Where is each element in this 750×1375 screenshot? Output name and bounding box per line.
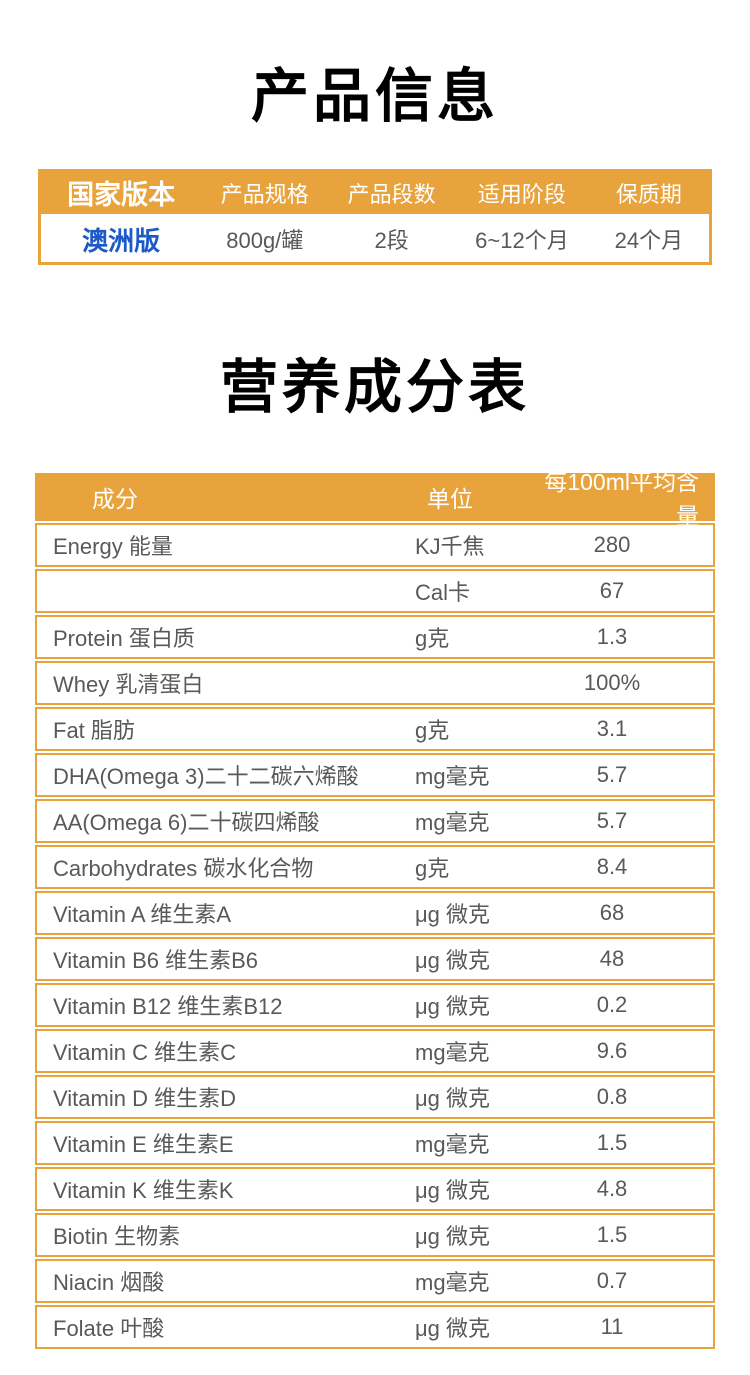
nutrition-value-cell: 0.7 <box>596 1268 628 1294</box>
nutrition-row: DHA(Omega 3)二十二碳六烯酸 mg毫克 5.7 <box>35 753 715 798</box>
nutrition-ingredient-cell: Carbohydrates 碳水化合物 <box>53 856 314 882</box>
nutrition-value-cell: 67 <box>599 578 625 604</box>
product-version-value: 澳洲版 <box>82 225 161 256</box>
nutrition-unit-cell: g克 <box>415 856 450 882</box>
nutrition-unit-cell: μg 微克 <box>415 1086 491 1112</box>
nutrition-row: Vitamin B12 维生素B12 μg 微克 0.2 <box>35 983 715 1028</box>
nutrition-ingredient-cell: Vitamin A 维生素A <box>53 902 232 928</box>
product-col-stage: 产品段数 <box>347 181 436 207</box>
nutrition-value-cell: 4.8 <box>596 1176 628 1202</box>
nutrition-ingredient-cell: Vitamin E 维生素E <box>53 1132 234 1158</box>
nutrition-table-header: 成分 单位 每100ml平均含量 <box>35 469 715 529</box>
product-info-table-row: 澳洲版 800g/罐 2段 6~12个月 24个月 <box>41 216 709 262</box>
nutrition-value-cell: 3.1 <box>596 716 628 742</box>
product-col-shelf-life: 保质期 <box>615 181 682 207</box>
nutrition-ingredient-cell: Vitamin B12 维生素B12 <box>53 994 283 1020</box>
nutrition-ingredient-cell: Vitamin D 维生素D <box>53 1086 236 1112</box>
nutrition-value-cell: 0.8 <box>596 1084 628 1110</box>
nutrition-value-cell: 280 <box>593 532 631 558</box>
nutrition-row: Carbohydrates 碳水化合物 g克 8.4 <box>35 845 715 890</box>
nutrition-title: 营养成分表 <box>219 354 530 420</box>
nutrition-unit-cell: μg 微克 <box>415 1316 491 1342</box>
nutrition-ingredient-cell: Biotin 生物素 <box>53 1224 181 1250</box>
nutrition-ingredient-cell: Niacin 烟酸 <box>53 1270 165 1296</box>
nutrition-unit-cell: g克 <box>415 718 450 744</box>
nutrition-row: Protein 蛋白质 g克 1.3 <box>35 615 715 660</box>
product-info-table-header: 国家版本 产品规格 产品段数 适用阶段 保质期 <box>41 171 709 217</box>
nutrition-row: Folate 叶酸 μg 微克 11 <box>35 1305 715 1350</box>
nutrition-col-ingredient: 成分 <box>92 486 138 513</box>
nutrition-table: 成分 单位 每100ml平均含量 Energy 能量 KJ千焦 280 Cal卡 67 P… <box>35 469 715 1350</box>
nutrition-unit-cell: g克 <box>415 626 450 652</box>
nutrition-value-cell: 11 <box>600 1314 624 1340</box>
nutrition-value-cell: 68 <box>599 900 625 926</box>
nutrition-row: Vitamin B6 维生素B6 μg 微克 48 <box>35 937 715 982</box>
nutrition-value-cell: 9.6 <box>596 1038 628 1064</box>
nutrition-unit-cell: μg 微克 <box>415 948 491 974</box>
nutrition-row: Vitamin K 维生素K μg 微克 4.8 <box>35 1167 715 1212</box>
nutrition-row: AA(Omega 6)二十碳四烯酸 mg毫克 5.7 <box>35 799 715 844</box>
nutrition-row: Vitamin D 维生素D μg 微克 0.8 <box>35 1075 715 1120</box>
nutrition-value-cell: 1.5 <box>596 1222 628 1248</box>
product-info-title: 产品信息 <box>250 64 499 129</box>
nutrition-row: Fat 脂肪 g克 3.1 <box>35 707 715 752</box>
product-spec-value: 800g/罐 <box>226 228 304 254</box>
nutrition-ingredient-cell: Whey 乳清蛋白 <box>53 672 204 698</box>
nutrition-value-cell: 1.5 <box>596 1130 628 1156</box>
nutrition-unit-cell: KJ千焦 <box>415 534 485 560</box>
nutrition-ingredient-cell: DHA(Omega 3)二十二碳六烯酸 <box>53 764 359 790</box>
nutrition-row: Biotin 生物素 μg 微克 1.5 <box>35 1213 715 1258</box>
nutrition-value-cell: 48 <box>599 946 625 972</box>
nutrition-ingredient-cell: Vitamin B6 维生素B6 <box>53 948 259 974</box>
product-age-range-value: 6~12个月 <box>475 228 569 254</box>
nutrition-col-unit: 单位 <box>427 486 473 513</box>
nutrition-unit-cell: mg毫克 <box>415 1132 490 1158</box>
nutrition-col-per-100ml: 每100ml平均含量 <box>544 469 699 530</box>
product-col-age-range: 适用阶段 <box>477 181 566 207</box>
nutrition-row: Vitamin E 维生素E mg毫克 1.5 <box>35 1121 715 1166</box>
nutrition-row: Cal卡 67 <box>35 569 715 614</box>
nutrition-row: Niacin 烟酸 mg毫克 0.7 <box>35 1259 715 1304</box>
nutrition-row: Whey 乳清蛋白 100% <box>35 661 715 706</box>
product-info-table: 国家版本 产品规格 产品段数 适用阶段 保质期 澳洲版 800g/罐 2段 6~… <box>38 168 712 265</box>
product-col-country-version: 国家版本 <box>67 180 176 211</box>
nutrition-ingredient-cell: AA(Omega 6)二十碳四烯酸 <box>53 810 320 836</box>
nutrition-unit-cell: mg毫克 <box>415 810 490 836</box>
nutrition-value-cell: 0.2 <box>596 992 628 1018</box>
nutrition-value-cell: 5.7 <box>596 808 628 834</box>
nutrition-unit-cell: μg 微克 <box>415 994 491 1020</box>
product-stage-value: 2段 <box>374 228 409 254</box>
nutrition-unit-cell: μg 微克 <box>415 1178 491 1204</box>
nutrition-table-body: Energy 能量 KJ千焦 280 Cal卡 67 Protein 蛋白质 g克 1.3 Wh… <box>35 523 715 1350</box>
nutrition-value-cell: 1.3 <box>596 624 628 650</box>
nutrition-row: Vitamin C 维生素C mg毫克 9.6 <box>35 1029 715 1074</box>
nutrition-ingredient-cell: Vitamin K 维生素K <box>53 1178 234 1204</box>
nutrition-ingredient-cell: Protein 蛋白质 <box>53 626 195 652</box>
nutrition-unit-cell: mg毫克 <box>415 1040 490 1066</box>
nutrition-unit-cell: mg毫克 <box>415 764 490 790</box>
product-shelf-life-value: 24个月 <box>614 228 684 254</box>
nutrition-value-cell: 5.7 <box>596 762 628 788</box>
nutrition-ingredient-cell: Energy 能量 <box>53 534 173 560</box>
nutrition-ingredient-cell: Vitamin C 维生素C <box>53 1040 236 1066</box>
product-col-spec: 产品规格 <box>220 181 309 207</box>
nutrition-row: Vitamin A 维生素A μg 微克 68 <box>35 891 715 936</box>
nutrition-unit-cell: μg 微克 <box>415 902 491 928</box>
nutrition-value-cell: 8.4 <box>596 854 628 880</box>
nutrition-unit-cell: Cal卡 <box>415 580 471 606</box>
nutrition-unit-cell: μg 微克 <box>415 1224 491 1250</box>
nutrition-unit-cell: mg毫克 <box>415 1270 490 1296</box>
nutrition-value-cell: 100% <box>583 670 641 696</box>
nutrition-row: Energy 能量 KJ千焦 280 <box>35 523 715 568</box>
nutrition-ingredient-cell: Folate 叶酸 <box>53 1316 165 1342</box>
nutrition-ingredient-cell: Fat 脂肪 <box>53 718 135 744</box>
